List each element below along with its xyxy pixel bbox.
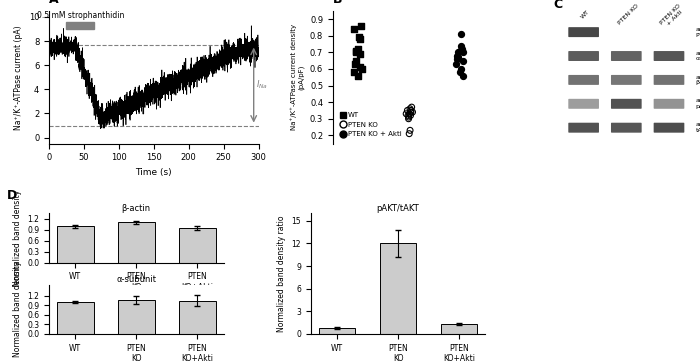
Text: WT: WT bbox=[580, 9, 591, 19]
Text: D: D bbox=[7, 189, 18, 202]
Text: A: A bbox=[49, 0, 59, 5]
FancyBboxPatch shape bbox=[654, 99, 685, 109]
FancyBboxPatch shape bbox=[654, 75, 685, 85]
Point bbox=[455, 43, 466, 49]
Point bbox=[355, 51, 366, 57]
Title: α-subunit: α-subunit bbox=[116, 275, 156, 284]
Point bbox=[355, 23, 366, 29]
Point bbox=[455, 69, 466, 75]
Bar bbox=[441, 324, 477, 334]
Y-axis label: Normalized band density: Normalized band density bbox=[13, 261, 22, 358]
Y-axis label: Normalized band density ratio: Normalized band density ratio bbox=[277, 215, 286, 332]
Point bbox=[405, 106, 416, 112]
Text: anti-
β-actin: anti- β-actin bbox=[696, 74, 700, 85]
FancyBboxPatch shape bbox=[654, 51, 685, 61]
Bar bbox=[179, 301, 216, 334]
Point bbox=[402, 113, 414, 118]
Text: $I_{Na}$: $I_{Na}$ bbox=[256, 79, 268, 91]
Point bbox=[405, 107, 416, 113]
Y-axis label: Na⁺/K⁺-ATPase current (pA): Na⁺/K⁺-ATPase current (pA) bbox=[14, 25, 23, 130]
Point bbox=[455, 66, 466, 72]
Point bbox=[405, 113, 416, 118]
Bar bbox=[379, 244, 416, 334]
Point bbox=[457, 73, 468, 78]
Point bbox=[353, 73, 364, 78]
Point bbox=[458, 49, 469, 55]
Point bbox=[349, 61, 360, 67]
Point bbox=[355, 36, 366, 42]
Point bbox=[402, 107, 413, 113]
Point bbox=[452, 56, 463, 62]
Bar bbox=[118, 223, 155, 262]
Y-axis label: Na⁺/K⁺-ATPase current density
(pA/pF): Na⁺/K⁺-ATPase current density (pA/pF) bbox=[290, 24, 304, 130]
Point bbox=[350, 49, 361, 55]
Text: B: B bbox=[333, 0, 342, 5]
Point bbox=[403, 116, 414, 122]
Point bbox=[403, 114, 414, 120]
Title: pAKT/tAKT: pAKT/tAKT bbox=[377, 204, 419, 212]
Legend: WT, PTEN KO, PTEN KO + Akti: WT, PTEN KO, PTEN KO + Akti bbox=[337, 110, 405, 140]
FancyBboxPatch shape bbox=[611, 123, 642, 132]
Point bbox=[406, 104, 417, 110]
Text: PTEN KO
+ Akti: PTEN KO + Akti bbox=[659, 3, 686, 29]
Point bbox=[454, 48, 466, 54]
Point bbox=[451, 61, 462, 67]
Bar bbox=[318, 328, 356, 334]
FancyBboxPatch shape bbox=[568, 51, 599, 61]
FancyBboxPatch shape bbox=[568, 75, 599, 85]
Point bbox=[451, 53, 462, 58]
Point bbox=[349, 26, 360, 32]
Point bbox=[405, 109, 416, 115]
FancyBboxPatch shape bbox=[568, 99, 599, 109]
FancyBboxPatch shape bbox=[611, 75, 642, 85]
Point bbox=[404, 111, 415, 117]
Text: C: C bbox=[553, 0, 562, 11]
Point bbox=[350, 58, 361, 64]
FancyBboxPatch shape bbox=[611, 99, 642, 109]
Point bbox=[404, 131, 415, 136]
Point bbox=[457, 58, 468, 64]
Bar bbox=[118, 300, 155, 334]
FancyBboxPatch shape bbox=[611, 51, 642, 61]
Bar bbox=[66, 23, 94, 29]
Bar bbox=[57, 226, 94, 262]
FancyBboxPatch shape bbox=[654, 123, 685, 132]
X-axis label: Time (s): Time (s) bbox=[136, 168, 172, 177]
Point bbox=[353, 46, 364, 52]
Point bbox=[457, 46, 468, 52]
Point bbox=[351, 48, 362, 54]
Point bbox=[354, 34, 365, 40]
Bar bbox=[57, 302, 94, 334]
Point bbox=[400, 111, 412, 117]
Point bbox=[453, 54, 464, 60]
Point bbox=[356, 66, 368, 72]
Text: anti-
α-subunit: anti- α-subunit bbox=[696, 50, 700, 61]
Point bbox=[354, 64, 365, 70]
Text: anti-
pAKT: anti- pAKT bbox=[696, 98, 700, 109]
Point bbox=[407, 109, 418, 115]
FancyBboxPatch shape bbox=[568, 123, 599, 132]
Point bbox=[349, 69, 360, 75]
Point bbox=[453, 49, 464, 55]
Point bbox=[405, 127, 416, 133]
FancyBboxPatch shape bbox=[568, 27, 599, 37]
Bar bbox=[179, 228, 216, 262]
Y-axis label: Normalized band density: Normalized band density bbox=[13, 190, 22, 286]
Text: 0.5 mM strophanthidin: 0.5 mM strophanthidin bbox=[37, 11, 124, 20]
Text: PTEN KO: PTEN KO bbox=[617, 3, 639, 25]
Title: β-actin: β-actin bbox=[122, 204, 150, 212]
Text: anti-
tAKT: anti- tAKT bbox=[696, 122, 700, 133]
Point bbox=[456, 31, 467, 37]
Text: anti-
PTEN: anti- PTEN bbox=[696, 27, 700, 37]
